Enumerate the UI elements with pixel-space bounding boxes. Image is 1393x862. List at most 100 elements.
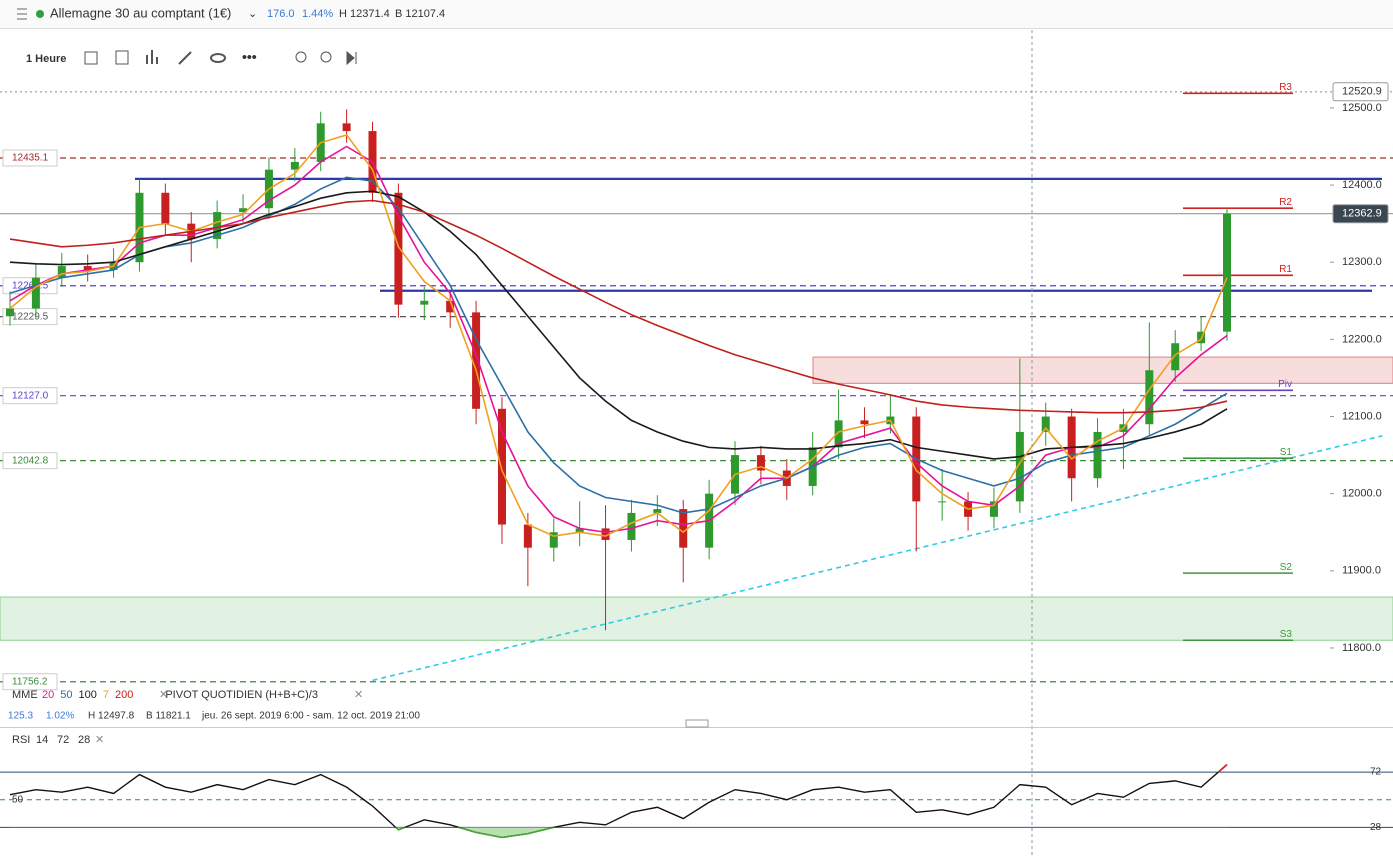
candle-body (290, 161, 299, 170)
pivot-label: R3 (1279, 82, 1292, 93)
candle-body (1041, 416, 1050, 432)
rsi-oversold-fill (10, 827, 1227, 838)
candle-body (549, 532, 558, 548)
header-low: B 12107.4 (395, 8, 445, 20)
candle-body (679, 509, 688, 548)
candle-body (213, 212, 222, 240)
y-tick-label: 11900.0 (1342, 565, 1381, 577)
candle-body (446, 300, 455, 313)
level-label: 12435.1 (12, 153, 49, 164)
zoom-out[interactable] (295, 51, 307, 63)
moving-average (9, 145, 1228, 534)
candle-body (394, 192, 403, 305)
trendline (372, 435, 1383, 682)
level-label: 11756.2 (12, 676, 48, 687)
legend-entry[interactable]: 20 (42, 689, 54, 701)
rsi-param: 28 (78, 734, 90, 746)
header-high: H 12371.4 (339, 8, 390, 20)
header-bar (0, 0, 1393, 28)
pivot-label: S2 (1280, 562, 1293, 573)
legend-entry[interactable]: 200 (115, 689, 133, 701)
candle-body (575, 528, 584, 533)
zoom-in[interactable] (320, 51, 332, 63)
rsi-param: 72 (57, 734, 69, 746)
price-tag-label: 12520.9 (1342, 86, 1382, 98)
candle-body (497, 408, 506, 525)
rsi-param: 14 (36, 734, 48, 746)
legend-label: MME (12, 689, 38, 701)
candle-body (1093, 431, 1102, 479)
legend-pivot: PIVOT QUOTIDIEN (H+B+C)/3 (165, 689, 318, 701)
info-high: H 12497.8 (88, 711, 135, 722)
tool-icon[interactable]: ••• (242, 49, 257, 65)
y-tick-label: 12000.0 (1342, 488, 1382, 500)
legend-entry[interactable]: 100 (79, 689, 97, 701)
pivot-label: R1 (1279, 264, 1292, 275)
tool-icon[interactable] (146, 50, 158, 64)
status-dot (36, 10, 44, 18)
candle-body (420, 300, 429, 305)
price-tag-label: 12362.9 (1342, 208, 1382, 220)
candle-body (989, 501, 998, 517)
legend-entry[interactable]: 7 (103, 689, 109, 701)
candle-body (1145, 370, 1154, 425)
level-tag (2, 673, 58, 691)
pivot-label: Piv (1278, 379, 1292, 390)
timeframe[interactable]: 1 Heure (26, 53, 66, 65)
candle-body (57, 266, 66, 278)
y-tick-label: 12100.0 (1342, 410, 1382, 422)
level-label: 12042.8 (12, 455, 49, 466)
resize-handle[interactable] (685, 719, 709, 728)
tool-icon[interactable] (210, 53, 226, 63)
close-icon: ✕ (95, 734, 104, 746)
pivot-label: S1 (1280, 447, 1293, 458)
pivot-label: R2 (1279, 197, 1292, 208)
zone (0, 596, 1393, 641)
candle-body (342, 123, 351, 132)
level-tag (2, 308, 58, 326)
close-icon: ✕ (159, 689, 168, 701)
close-icon: ✕ (354, 689, 363, 701)
rsi-line (9, 764, 1228, 839)
dropdown-arrow[interactable]: ⌄ (248, 8, 257, 20)
price-tag (1332, 82, 1389, 102)
candle-body (627, 512, 636, 540)
moving-average (9, 176, 1228, 514)
y-tick-label: 12400.0 (1342, 179, 1382, 191)
menu-icon[interactable] (17, 8, 27, 20)
rsi-oversold-line (394, 827, 558, 839)
rsi-tick-label: 28 (1370, 822, 1382, 833)
rsi-tick-label: 72 (1370, 767, 1382, 778)
candle-body (601, 528, 610, 540)
tool-icon[interactable] (115, 50, 129, 65)
candle-body (472, 312, 481, 409)
candle-body (31, 277, 40, 309)
candle-body (1223, 213, 1231, 332)
moving-average (9, 133, 1228, 537)
level-tag (2, 149, 58, 167)
y-tick-label: 12500.0 (1342, 102, 1382, 114)
candle-body (6, 308, 14, 317)
legend-entry[interactable]: 50 (60, 689, 72, 701)
candle-body (523, 524, 532, 548)
header-change-pct: 1.44% (302, 8, 333, 20)
y-tick-label: 12300.0 (1342, 256, 1382, 268)
tool-icon[interactable] (346, 50, 357, 66)
candle-body (756, 455, 765, 471)
rsi-panel: RSI 14 72 28 ✕ 28 50 72 (0, 734, 1393, 839)
candle-body (834, 420, 843, 448)
candle-body (1171, 343, 1180, 371)
instrument-title: Allemagne 30 au comptant (1€) (50, 5, 231, 20)
rsi-label: RSI (12, 734, 30, 746)
info-change: 125.3 (8, 711, 33, 722)
info-change_pct: 1.02% (46, 711, 74, 722)
candle-body (860, 420, 869, 425)
level-tag (2, 387, 58, 405)
candle-body (161, 192, 170, 224)
candle-body (653, 509, 662, 513)
tool-icon[interactable] (178, 51, 192, 65)
info-range: jeu. 26 sept. 2019 6:00 - sam. 12 oct. 2… (201, 711, 420, 722)
pivot-label: S3 (1280, 629, 1293, 640)
tool-icon[interactable] (84, 51, 98, 65)
